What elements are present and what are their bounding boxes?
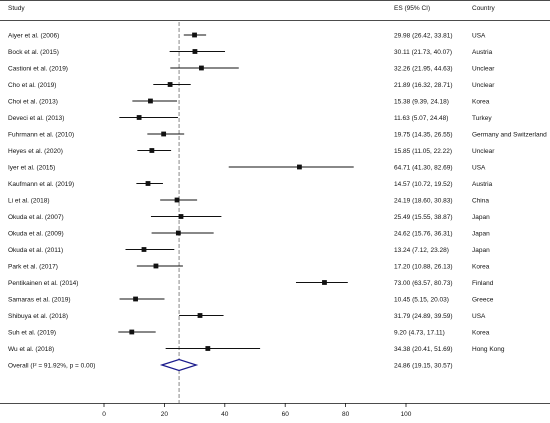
es-value: 17.20 (10.88, 26.13) [394, 263, 453, 270]
country-label: Finland [472, 280, 494, 287]
axis-tick-label: 20 [161, 411, 169, 418]
study-label: Cho et al. (2019) [8, 82, 56, 89]
es-value: 9.20 (4.73, 17.11) [394, 329, 445, 336]
study-label: Heyes et al. (2020) [8, 148, 63, 155]
country-label: Greece [472, 296, 494, 303]
point-estimate [145, 181, 151, 186]
es-value: 15.85 (11.05, 22.22) [394, 148, 452, 155]
study-label: Okuda et al. (2011) [8, 247, 63, 254]
es-value: 34.38 (20.41, 51.69) [394, 346, 453, 353]
country-label: Turkey [472, 115, 492, 122]
es-value: 25.49 (15.55, 38.87) [394, 214, 453, 221]
es-value: 29.98 (26.42, 33.81) [394, 32, 453, 39]
point-estimate [197, 313, 203, 318]
country-label: Japan [472, 230, 490, 237]
country-label: Unclear [472, 148, 495, 155]
country-label: Japan [472, 247, 490, 254]
point-estimate [148, 98, 153, 104]
es-value: 15.38 (9.39, 24.18) [394, 98, 449, 105]
point-estimate [136, 115, 142, 120]
point-estimate [178, 214, 184, 219]
study-label: Castioni et al. (2019) [8, 65, 68, 72]
point-estimate [161, 131, 167, 137]
axis-tick-label: 80 [342, 411, 350, 418]
country-label: Unclear [472, 82, 495, 89]
study-label: Wu et al. (2018) [8, 346, 54, 353]
point-estimate [192, 32, 197, 38]
axis-tick-label: 40 [221, 411, 229, 418]
point-estimate [133, 296, 138, 302]
point-estimate [322, 280, 327, 285]
axis-tick-label: 60 [282, 411, 290, 418]
country-label: Austria [472, 49, 493, 56]
axis-tick-label: 100 [401, 411, 412, 418]
header-country: Country [472, 5, 496, 12]
country-label: Austria [472, 181, 493, 188]
study-label: Shibuya et al. (2018) [8, 313, 68, 320]
header-study: Study [8, 5, 25, 12]
es-value: 30.11 (21.73, 40.07) [394, 49, 452, 56]
study-rows: Aiyer et al. (2006) 29.98 (26.42, 33.81) U… [8, 22, 547, 403]
study-label: Pentikainen et al. (2014) [8, 280, 78, 287]
point-estimate [141, 247, 147, 252]
country-label: USA [472, 32, 486, 39]
study-label: Choi et al. (2013) [8, 98, 58, 105]
country-label: USA [472, 164, 486, 171]
country-label: Japan [472, 214, 490, 221]
es-value: 21.89 (16.32, 28.71) [394, 82, 453, 89]
study-label: Li et al. (2018) [8, 197, 50, 204]
study-label: Okuda et al. (2009) [8, 230, 64, 237]
study-label: Samaras et al. (2019) [8, 296, 71, 303]
study-label: Suh et al. (2019) [8, 329, 56, 336]
es-value: 11.63 (5.07, 24.48) [394, 115, 448, 122]
study-label: Fuhrmann et al. (2010) [8, 131, 74, 138]
es-value: 19.75 (14.35, 26.55) [394, 131, 453, 138]
country-label: Korea [472, 98, 490, 105]
point-estimate [175, 230, 181, 236]
es-value: 14.57 (10.72, 19.52) [394, 181, 453, 188]
es-value: 13.24 (7.12, 23.28) [394, 247, 449, 254]
es-value: 32.26 (21.95, 44.63) [394, 65, 453, 72]
country-label: Korea [472, 329, 490, 336]
country-label: China [472, 197, 489, 204]
country-label: Unclear [472, 65, 495, 72]
point-estimate [149, 148, 155, 153]
study-label: Deveci et al. (2013) [8, 115, 64, 122]
es-value: 24.19 (18.60, 30.83) [394, 197, 453, 204]
point-estimate [129, 329, 135, 335]
es-value: 31.79 (24.89, 39.59) [394, 313, 453, 320]
country-label: Hong Kong [472, 346, 505, 353]
overall-es-value: 24.86 (19.15, 30.57) [394, 362, 453, 369]
point-estimate [192, 49, 198, 54]
study-label: Bock et al. (2015) [8, 49, 59, 56]
point-estimate [153, 263, 159, 269]
overall-label: Overall (I² = 91.92%, p = 0.00) [8, 362, 95, 369]
header-es: ES (95% CI) [394, 5, 430, 12]
point-estimate [199, 65, 204, 71]
point-estimate [167, 82, 173, 87]
overall-diamond [159, 358, 199, 372]
es-value: 24.62 (15.76, 36.31) [394, 230, 453, 237]
study-label: Aiyer et al. (2006) [8, 32, 59, 39]
axis-tick-label: 0 [102, 411, 106, 418]
country-label: Korea [472, 263, 490, 270]
study-label: Okuda et al. (2007) [8, 214, 64, 221]
x-axis: 0 20 40 60 80 100 [0, 403, 550, 418]
study-label: Park et al. (2017) [8, 263, 58, 270]
es-value: 64.71 (41.30, 82.69) [394, 164, 453, 171]
country-label: USA [472, 313, 486, 320]
country-label: Germany and Switzerland [472, 131, 547, 138]
point-estimate [174, 197, 180, 203]
point-estimate [205, 346, 211, 351]
study-label: Iyer et al. (2015) [8, 164, 55, 171]
es-value: 73.00 (63.57, 80.73) [394, 280, 453, 287]
point-estimate [297, 164, 302, 170]
es-value: 10.45 (5.15, 20.03) [394, 296, 449, 303]
study-label: Kaufmann et al. (2019) [8, 181, 74, 188]
